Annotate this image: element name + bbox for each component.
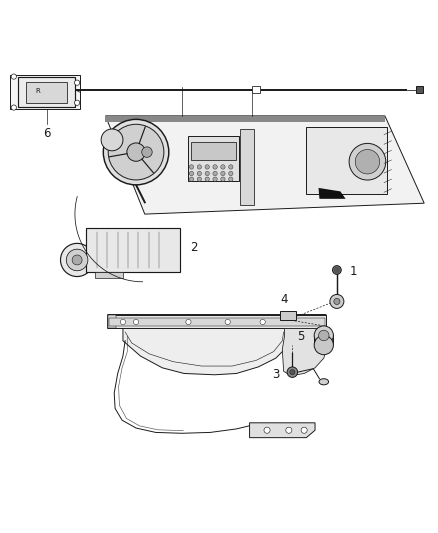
Circle shape xyxy=(134,319,139,325)
Circle shape xyxy=(221,171,225,176)
Bar xyxy=(191,142,237,159)
Bar xyxy=(108,314,326,328)
Circle shape xyxy=(301,427,307,433)
Circle shape xyxy=(260,319,265,325)
Bar xyxy=(11,75,80,109)
Circle shape xyxy=(11,74,16,79)
Ellipse shape xyxy=(319,379,328,385)
Polygon shape xyxy=(106,116,424,214)
Text: R: R xyxy=(35,88,40,94)
Circle shape xyxy=(189,165,194,169)
Circle shape xyxy=(205,171,209,176)
Circle shape xyxy=(221,165,225,169)
Circle shape xyxy=(186,319,191,325)
Bar xyxy=(306,127,387,195)
Circle shape xyxy=(264,427,270,433)
Circle shape xyxy=(66,249,88,271)
Circle shape xyxy=(355,149,380,174)
Circle shape xyxy=(11,105,16,110)
Polygon shape xyxy=(283,328,327,376)
Circle shape xyxy=(290,369,295,375)
Circle shape xyxy=(286,427,292,433)
Polygon shape xyxy=(106,116,385,123)
Circle shape xyxy=(74,80,80,85)
Circle shape xyxy=(225,319,230,325)
Bar xyxy=(86,228,180,272)
Circle shape xyxy=(205,177,209,181)
Circle shape xyxy=(127,143,145,161)
Circle shape xyxy=(108,124,164,180)
Bar xyxy=(240,129,254,205)
Bar xyxy=(280,311,296,320)
Circle shape xyxy=(318,330,329,341)
Text: 1: 1 xyxy=(350,265,357,278)
Bar xyxy=(18,77,75,107)
Bar xyxy=(252,86,260,93)
Text: 6: 6 xyxy=(43,127,50,140)
Circle shape xyxy=(221,177,225,181)
Circle shape xyxy=(229,177,233,181)
Circle shape xyxy=(74,100,80,106)
Polygon shape xyxy=(250,423,315,438)
Text: 3: 3 xyxy=(272,368,279,381)
Circle shape xyxy=(142,147,152,157)
Text: 2: 2 xyxy=(191,241,198,254)
Circle shape xyxy=(213,165,217,169)
Circle shape xyxy=(197,177,201,181)
Circle shape xyxy=(189,177,194,181)
Circle shape xyxy=(189,171,194,176)
Bar xyxy=(95,272,124,278)
Circle shape xyxy=(103,119,169,185)
Bar xyxy=(26,82,67,103)
Circle shape xyxy=(349,143,386,180)
Circle shape xyxy=(205,165,209,169)
Circle shape xyxy=(314,335,333,354)
Circle shape xyxy=(330,294,344,309)
Circle shape xyxy=(314,326,333,345)
Circle shape xyxy=(229,165,233,169)
Circle shape xyxy=(229,171,233,176)
Circle shape xyxy=(120,319,126,325)
Bar xyxy=(188,135,239,181)
Circle shape xyxy=(287,367,297,377)
Circle shape xyxy=(213,177,217,181)
Circle shape xyxy=(60,244,94,277)
Text: 4: 4 xyxy=(281,293,288,306)
Bar xyxy=(109,318,325,326)
Bar xyxy=(417,86,424,93)
Circle shape xyxy=(101,129,123,151)
Circle shape xyxy=(334,268,339,272)
Polygon shape xyxy=(108,314,117,328)
Polygon shape xyxy=(318,188,346,199)
Circle shape xyxy=(197,165,201,169)
Polygon shape xyxy=(108,314,326,375)
Text: 5: 5 xyxy=(297,330,304,343)
Circle shape xyxy=(334,298,340,304)
Circle shape xyxy=(213,171,217,176)
Circle shape xyxy=(332,265,341,274)
Circle shape xyxy=(72,255,82,265)
Circle shape xyxy=(197,171,201,176)
